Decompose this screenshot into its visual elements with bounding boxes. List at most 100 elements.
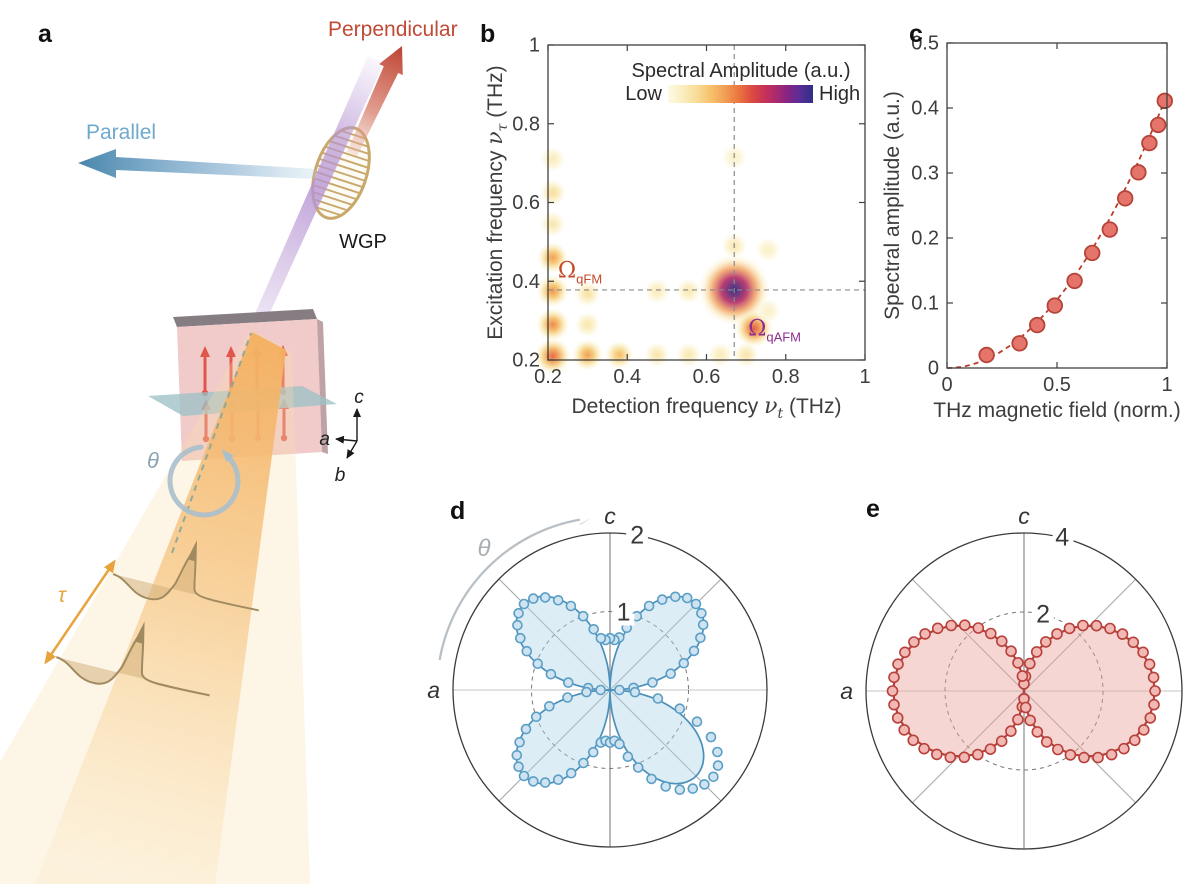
polar-data-point: [886, 685, 899, 697]
polar-data-point: [1040, 636, 1052, 648]
polar-axis-c-label: c: [1018, 503, 1030, 529]
polar-data-point: [632, 762, 644, 773]
polar-data-point: [660, 781, 672, 792]
polar-data-point: [1138, 724, 1150, 736]
y-tick-label: 0.5: [911, 33, 939, 55]
x-tick-label: 0.4: [613, 366, 641, 388]
polar-data-point: [587, 746, 599, 758]
polar-data-point: [984, 743, 997, 756]
polar-data-point: [656, 594, 668, 605]
polar-data-point: [705, 731, 717, 743]
polar-data-point: [562, 692, 573, 703]
polar-axis-c-label: c: [604, 503, 616, 529]
perpendicular-arrow: [347, 46, 403, 157]
polar-data-point: [621, 622, 633, 634]
y-tick-label: 0.2: [911, 228, 939, 250]
wgp-label: WGP: [339, 231, 387, 253]
heatmap-peaks: [534, 145, 781, 375]
polar-data-point: [595, 632, 607, 644]
polar-data-point: [518, 770, 530, 782]
x-tick-label: 0.6: [693, 366, 721, 388]
polar-inner-ring: [531, 611, 689, 769]
polar-data-point: [699, 779, 710, 790]
polar-data-points: [511, 591, 724, 796]
polar-data-point: [1137, 646, 1149, 659]
polar-data-point: [688, 645, 700, 657]
theta-sweep-label: θ: [477, 535, 490, 562]
y-tick-label: 0.4: [911, 98, 939, 120]
colorbar: Spectral Amplitude (a.u.)Low High: [625, 60, 860, 105]
heatmap-peak: [676, 278, 702, 304]
polar-data-point: [539, 592, 551, 603]
polar-data-point: [1077, 619, 1089, 632]
axis-label: Detection frequency νt (THz): [572, 394, 842, 422]
polar-data-point: [892, 658, 904, 671]
polar-data-point: [565, 600, 577, 612]
polar-data-point: [972, 622, 985, 634]
polar-data-point: [1143, 658, 1156, 671]
heatmap-peak: [574, 281, 601, 307]
polar-data-point: [1092, 751, 1104, 764]
heatmap-peak: [540, 211, 566, 237]
thz-pulse-1: [55, 621, 210, 697]
polar-data-point: [652, 693, 664, 704]
panel-a-schematic: Perpendicular Parallel WGP: [0, 18, 458, 884]
polar-data-point: [712, 760, 724, 771]
thz-pulse-2: [112, 540, 259, 612]
polar-data-point: [931, 622, 944, 635]
polar-data-point: [511, 749, 523, 761]
y-tick-label: 0: [928, 358, 939, 380]
perpendicular-label: Perpendicular: [328, 18, 458, 41]
peak-annotation: ΩqAFM: [748, 317, 801, 345]
data-point: [1156, 92, 1174, 110]
heatmap-peak: [755, 298, 781, 323]
x-axis-label: THz magnetic field (norm.): [933, 399, 1180, 422]
theta-sweep-arrowhead: [579, 517, 592, 525]
polar-data-point: [512, 619, 523, 631]
polar-data-point: [908, 636, 920, 648]
polar-data-point: [647, 677, 658, 688]
polar-data-point: [918, 742, 930, 755]
polar-data-point: [690, 598, 702, 610]
heatmap-peak: [536, 241, 569, 274]
y-tick-label: 0.4: [512, 271, 540, 293]
x-tick-label: 0.2: [534, 366, 562, 388]
heatmap-peak: [535, 307, 570, 342]
data-point: [1011, 335, 1028, 352]
polar-data-point: [1005, 725, 1017, 738]
polar-data-point: [1129, 734, 1141, 747]
heatmap-peak: [676, 342, 702, 368]
polar-data-point: [595, 684, 606, 696]
polar-data-point: [1149, 685, 1161, 697]
polar-data-point: [614, 738, 625, 750]
data-point: [1066, 272, 1083, 290]
sample-top-edge: [173, 309, 317, 327]
data-points: [978, 92, 1174, 364]
data-point: [1028, 316, 1046, 334]
crystal-axes: c a b: [319, 387, 364, 486]
polar-data-point: [518, 598, 530, 610]
chart-polar-perpendicular: 2 4c a: [840, 503, 1183, 850]
parallel-label: Parallel: [86, 121, 156, 144]
axis-c-label: c: [354, 387, 364, 408]
heatmap-peak: [571, 339, 604, 371]
polar-data-point: [543, 700, 555, 712]
colorbar-gradient: [668, 85, 813, 103]
polar-data-point: [995, 735, 1008, 748]
axis-a-label: a: [319, 429, 330, 450]
polar-data-point: [581, 686, 592, 698]
theta-label: θ: [147, 448, 159, 473]
polar-data-point: [1063, 622, 1076, 635]
polar-data-point: [1005, 645, 1017, 658]
polar-data-point: [588, 623, 600, 635]
polar-data-point: [712, 746, 723, 758]
tau-delay-arrow: [44, 559, 116, 665]
data-point: [1130, 164, 1147, 181]
polar-outer-ring: [865, 532, 1183, 850]
polar-data-point: [919, 628, 931, 640]
polar-data-point: [696, 607, 707, 619]
data-point: [978, 346, 995, 364]
polar-data-points: [886, 619, 1161, 764]
heatmap-peak: [575, 312, 601, 338]
